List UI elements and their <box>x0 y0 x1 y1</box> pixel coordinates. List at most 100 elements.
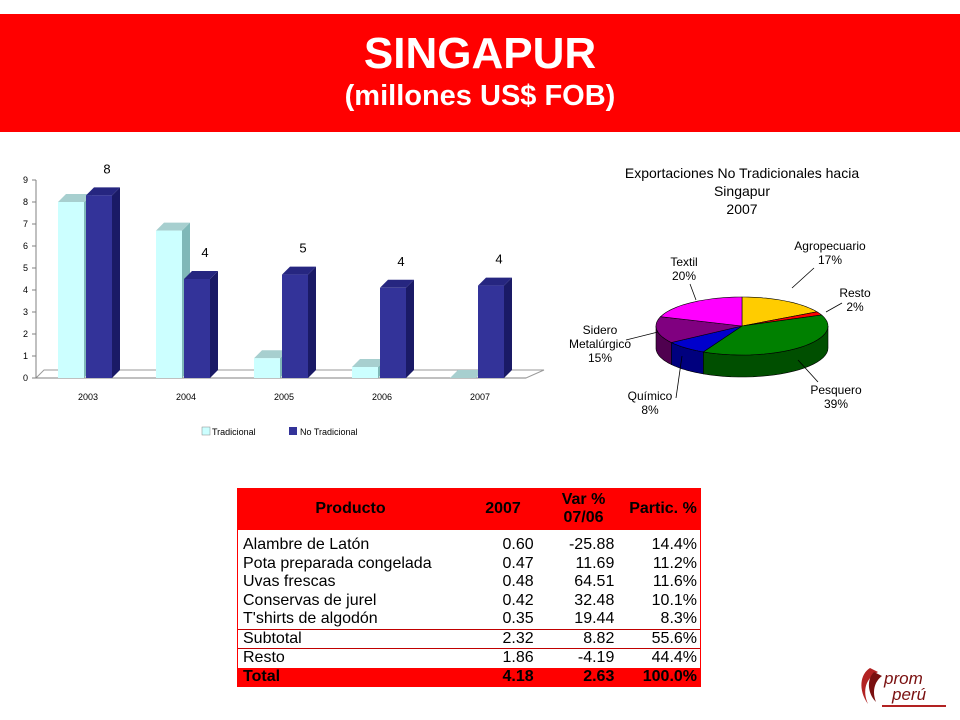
bar-top <box>86 187 120 196</box>
total-row: Total 4.18 2.63 100.0% <box>238 667 700 686</box>
header-2007: 2007 <box>485 500 521 517</box>
pie-leader-line <box>625 331 659 341</box>
bar-side <box>112 187 120 378</box>
legend-label-no-tradicional: No Tradicional <box>300 427 358 437</box>
pie-slice-agropecuario <box>741 296 818 327</box>
data-label: 4 <box>495 252 502 267</box>
bar-top <box>478 277 512 286</box>
pie-leader-line <box>689 283 697 301</box>
table-row: Conservas de jurel 0.42 32.48 10.1% <box>243 591 698 609</box>
bar-no-tradicional-2004 <box>184 279 210 378</box>
table-row: Alambre de Latón 0.60 -25.88 14.4% <box>243 536 698 553</box>
bar-top <box>282 266 316 275</box>
legend-label-tradicional: Tradicional <box>212 427 256 437</box>
y-tick-label: 2 <box>23 329 28 339</box>
pie-slice-resto <box>741 311 823 327</box>
logo-text-line1: prom <box>883 669 923 688</box>
data-label: 8 <box>103 161 110 176</box>
pie-title-line: 2007 <box>726 201 757 217</box>
pie-leader-line <box>675 355 683 399</box>
pie-label: Agropecuario <box>794 239 866 253</box>
table-row: Pota preparada congelada 0.47 11.69 11.2% <box>243 554 698 572</box>
header-producto: Producto <box>315 500 386 517</box>
x-tick-label: 2004 <box>176 392 196 402</box>
y-tick-label: 3 <box>23 307 28 317</box>
x-tick-label: 2003 <box>78 392 98 402</box>
y-tick-label: 0 <box>23 373 28 383</box>
pie-title-line: Exportaciones No Tradicionales hacia <box>625 165 859 181</box>
table-row: Uvas frescas 0.48 64.51 11.6% <box>243 573 698 590</box>
pie-pct-label: 20% <box>672 269 696 283</box>
pie-chart: Exportaciones No Tradicionales hacia Sing… <box>569 165 871 417</box>
title-banner: SINGAPUR (millones US$ FOB) <box>0 14 960 132</box>
pie-label: Sidero <box>583 323 618 337</box>
table-header: Producto 2007 Var % 07/06 Partic. % <box>237 488 701 530</box>
y-tick-label: 1 <box>23 351 28 361</box>
pie-pct-label: 39% <box>824 397 848 411</box>
bar-top <box>184 271 218 279</box>
promperu-logo: prom perú <box>861 668 946 707</box>
bar-no-tradicional-2003 <box>86 195 112 378</box>
logo-swoosh-icon <box>861 668 878 704</box>
bar-top <box>380 279 414 288</box>
pie-label: Pesquero <box>810 383 862 397</box>
y-tick-label: 7 <box>23 219 28 229</box>
data-label: 4 <box>397 254 404 269</box>
pie-slice-textil <box>659 296 743 327</box>
table-body: Alambre de Latón 0.60 -25.88 14.4% Pota pre… <box>237 530 701 687</box>
bar-side <box>504 277 512 378</box>
pie-slice-qumico <box>670 325 743 353</box>
data-label: 4 <box>201 245 208 260</box>
bar-tradicional-2006 <box>352 367 378 378</box>
pie-label: Químico <box>628 389 673 403</box>
pie-pct-label: 15% <box>588 351 612 365</box>
bar-side <box>308 266 316 378</box>
bar-no-tradicional-2005 <box>282 274 308 378</box>
pie-pct-label: 17% <box>818 253 842 267</box>
logo-text-line2: perú <box>891 685 927 704</box>
x-tick-label: 2005 <box>274 392 294 402</box>
y-tick-label: 4 <box>23 285 28 295</box>
bar-top <box>450 370 484 378</box>
pie-leader-line <box>825 302 843 313</box>
y-tick-label: 6 <box>23 241 28 251</box>
bar-tradicional-2003 <box>58 202 84 378</box>
page-title: SINGAPUR <box>363 29 597 78</box>
bar-top <box>254 350 288 359</box>
bar-top <box>352 359 386 367</box>
y-tick-label: 5 <box>23 263 28 273</box>
bar-no-tradicional-2007 <box>478 285 504 378</box>
pie-title-line: Singapur <box>714 183 770 199</box>
exports-table: Producto 2007 Var % 07/06 Partic. % Alam… <box>237 488 701 687</box>
page-subtitle: (millones US$ FOB) <box>344 80 616 112</box>
table-row: T'shirts de algodón 0.35 19.44 8.3% <box>243 610 698 627</box>
pie-leader-line <box>791 267 815 289</box>
pie-pct-label: 2% <box>846 300 864 314</box>
data-label: 5 <box>299 241 306 256</box>
subtotal-row: Subtotal 2.32 8.82 55.6% <box>238 628 700 649</box>
bar-side <box>210 271 218 378</box>
bar-top <box>156 222 190 231</box>
legend-swatch-tradicional <box>201 426 211 436</box>
pie-leader-line <box>797 359 819 383</box>
pie-label: Resto <box>839 286 871 300</box>
bar-no-tradicional-2006 <box>380 287 406 378</box>
x-tick-label: 2007 <box>470 392 490 402</box>
pie-slice-pesquero <box>702 314 829 356</box>
pie-label: Textil <box>670 255 697 269</box>
y-tick-label: 8 <box>23 197 28 207</box>
bar-side <box>406 279 414 378</box>
pie-pct-label: 8% <box>641 403 659 417</box>
pie-slice-siderometalrgico <box>655 316 743 343</box>
resto-row: Resto 1.86 -4.19 44.4% <box>238 648 700 668</box>
header-var: Var % 07/06 <box>561 491 606 526</box>
bar-tradicional-2004 <box>156 230 182 378</box>
legend-swatch-no-tradicional <box>289 427 297 435</box>
bar-chart: 0 1 2 3 4 5 6 7 8 9 8 2003 4 2004 5 2005 4 2006 4 2007 Tradi… <box>23 161 545 437</box>
pie-label: Metalúrgico <box>569 337 631 351</box>
y-tick-label: 9 <box>23 175 28 185</box>
bar-tradicional-2005 <box>254 358 280 378</box>
header-partic: Partic. % <box>629 500 697 517</box>
bar-top <box>58 194 92 202</box>
x-tick-label: 2006 <box>372 392 392 402</box>
